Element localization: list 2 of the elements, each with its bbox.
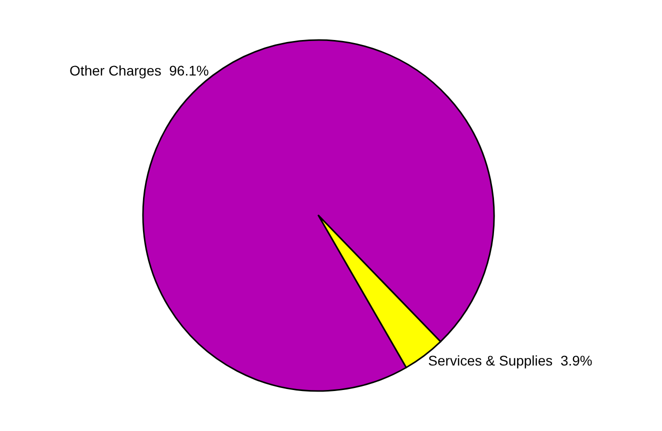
slice-label: Other Charges 96.1% bbox=[70, 62, 209, 78]
slice-label: Services & Supplies 3.9% bbox=[428, 352, 592, 369]
